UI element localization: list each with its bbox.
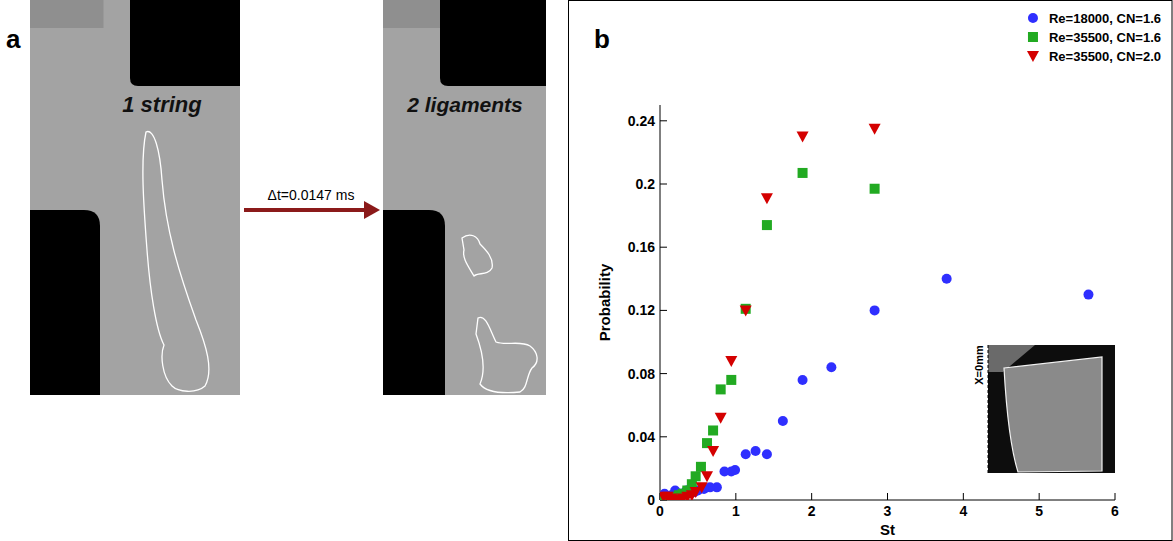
panel-letter: a — [6, 24, 21, 54]
image-noise — [383, 0, 440, 28]
panel-a: a 1 string 2 ligaments Δt=0.0147 ms — [6, 0, 546, 395]
x-tick-label: 2 — [808, 503, 816, 519]
legend-marker — [1028, 13, 1038, 23]
x-tick — [887, 493, 888, 500]
x-axis-title: St — [880, 521, 895, 538]
data-point — [870, 305, 880, 315]
y-tick — [660, 184, 667, 185]
y-tick — [660, 436, 667, 437]
xray-image: 2 ligaments — [383, 0, 546, 395]
data-point — [798, 168, 808, 178]
legend-label: Re=18000, CN=1.6 — [1049, 11, 1161, 26]
y-tick — [660, 310, 667, 311]
data-point — [869, 124, 881, 135]
arrow-shaft — [244, 208, 366, 212]
image-background — [383, 0, 546, 395]
x-tick — [735, 493, 736, 500]
y-tick-label: 0.24 — [628, 113, 655, 129]
x-tick — [963, 493, 964, 500]
legend-marker — [1027, 51, 1039, 62]
y-axis — [660, 105, 661, 500]
x-tick-label: 4 — [959, 503, 967, 519]
y-tick-label: 0.12 — [628, 302, 655, 318]
y-tick-label: 0.16 — [628, 239, 655, 255]
y-tick-label: 0.04 — [628, 429, 655, 445]
annotation: X=0mm — [973, 345, 985, 385]
data-point — [708, 425, 718, 435]
y-tick — [660, 373, 667, 374]
image-label: 2 ligaments — [406, 93, 523, 116]
figure: a 1 string 2 ligaments Δt=0.0147 ms b 0 0.04 0.… — [0, 0, 1173, 541]
data-point — [762, 220, 772, 230]
arrow-label: Δt=0.0147 ms — [268, 187, 355, 203]
legend-marker — [1028, 32, 1038, 42]
data-point — [798, 375, 808, 385]
data-point — [696, 462, 706, 472]
inset-image — [988, 345, 1115, 473]
string-outline — [143, 132, 209, 392]
y-axis-title: Probability — [596, 263, 613, 341]
legend-label: Re=35500, CN=1.6 — [1049, 30, 1161, 45]
x-tick-label: 0 — [656, 503, 664, 519]
data-point — [762, 449, 772, 459]
y-tick-label: 0.08 — [628, 366, 655, 382]
data-point — [797, 132, 809, 143]
data-point — [826, 362, 836, 372]
data-point — [751, 446, 761, 456]
y-tick-label: 0 — [647, 492, 655, 508]
xray-image: 1 string — [30, 0, 240, 395]
inset-channel — [1004, 357, 1102, 472]
series — [660, 168, 880, 500]
data-point — [1083, 290, 1093, 300]
panel-b: b 0 0.04 0.08 0.12 0.16 0.2 0.24 0 1 2 3 4 5 6 St Probab… — [569, 1, 1173, 541]
legend-label: Re=35500, CN=2.0 — [1049, 49, 1161, 64]
data-point — [715, 413, 727, 424]
data-point — [716, 384, 726, 394]
panel-letter: b — [594, 24, 610, 54]
nozzle-wall — [130, 0, 240, 86]
x-tick — [1115, 493, 1116, 500]
image-background — [30, 0, 240, 395]
y-tick — [660, 120, 667, 121]
nozzle-wall — [383, 210, 445, 395]
y-tick-label: 0.2 — [636, 176, 656, 192]
data-point — [761, 193, 773, 204]
data-point — [740, 305, 752, 316]
data-point — [778, 416, 788, 426]
x-tick-label: 1 — [732, 503, 740, 519]
data-point — [741, 449, 751, 459]
image-label: 1 string — [122, 92, 202, 117]
inset-background — [988, 345, 1115, 473]
arrow-head — [364, 201, 380, 219]
data-points — [660, 124, 1093, 500]
panel-frame — [569, 1, 1173, 541]
image-noise — [30, 0, 104, 28]
data-point — [719, 467, 729, 477]
ligament-outline — [462, 235, 492, 276]
inset-x0-line — [988, 345, 989, 473]
series — [660, 124, 881, 500]
data-point — [726, 375, 736, 385]
data-point — [707, 446, 719, 457]
series — [660, 274, 1093, 500]
y-tick — [660, 247, 667, 248]
data-point — [725, 356, 737, 367]
nozzle-wall — [440, 0, 546, 86]
x-tick-label: 5 — [1035, 503, 1043, 519]
x-tick — [1039, 493, 1040, 500]
x-tick — [811, 493, 812, 500]
nozzle-wall — [30, 210, 100, 395]
data-point — [870, 184, 880, 194]
x-tick-label: 6 — [1111, 503, 1119, 519]
ligament-outline — [476, 317, 537, 392]
x-tick-label: 3 — [884, 503, 892, 519]
data-point — [942, 274, 952, 284]
data-point — [660, 492, 670, 500]
legend: Re=18000, CN=1.6 Re=35500, CN=1.6 Re=35500… — [1027, 11, 1161, 64]
data-point — [701, 471, 713, 482]
